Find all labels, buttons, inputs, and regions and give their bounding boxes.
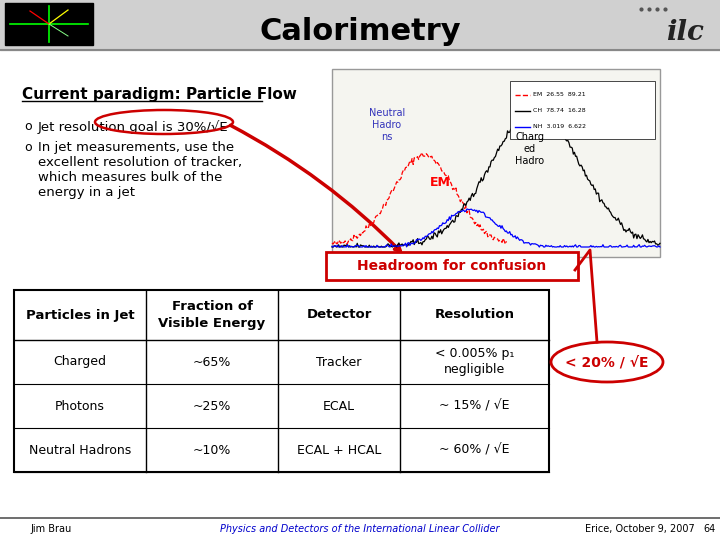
Text: ~10%: ~10%: [193, 443, 231, 456]
Text: Erice, October 9, 2007: Erice, October 9, 2007: [585, 524, 695, 534]
Bar: [14, 290, 549, 472]
Text: Fraction of
Visible Energy: Fraction of Visible Energy: [158, 300, 266, 329]
Text: Neutral
Hadro
ns: Neutral Hadro ns: [369, 109, 405, 141]
Text: Jim Brau: Jim Brau: [30, 524, 71, 534]
Text: ~ 60% / √E: ~ 60% / √E: [439, 443, 510, 456]
Bar: [510, 81, 655, 139]
Text: ~65%: ~65%: [193, 355, 231, 368]
Text: Charg
ed
Hadro: Charg ed Hadro: [516, 132, 544, 166]
Text: energy in a jet: energy in a jet: [38, 186, 135, 199]
Text: In jet measurements, use the: In jet measurements, use the: [38, 141, 234, 154]
Text: which measures bulk of the: which measures bulk of the: [38, 171, 222, 184]
Text: Detector: Detector: [306, 308, 372, 321]
Bar: [0, 0, 720, 50]
Text: excellent resolution of tracker,: excellent resolution of tracker,: [38, 156, 242, 169]
Text: ~25%: ~25%: [193, 400, 231, 413]
Text: ilc: ilc: [666, 19, 704, 46]
Text: Particles in Jet: Particles in Jet: [26, 308, 135, 321]
Text: 64: 64: [703, 524, 715, 534]
Text: ECAL + HCAL: ECAL + HCAL: [297, 443, 381, 456]
Text: Resolution: Resolution: [434, 308, 515, 321]
Text: o: o: [24, 141, 32, 154]
Text: o: o: [24, 120, 32, 133]
Text: ~ 15% / √E: ~ 15% / √E: [439, 400, 510, 413]
FancyBboxPatch shape: [326, 252, 578, 280]
Text: Physics and Detectors of the International Linear Collider: Physics and Detectors of the Internation…: [220, 524, 500, 534]
Text: EM: EM: [430, 176, 451, 188]
Text: ECAL: ECAL: [323, 400, 355, 413]
Text: Jet resolution goal is 30%/√E: Jet resolution goal is 30%/√E: [38, 120, 229, 134]
Text: < 20% / √E: < 20% / √E: [565, 355, 649, 369]
Text: Current paradigm: Particle Flow: Current paradigm: Particle Flow: [22, 86, 297, 102]
Text: Charged: Charged: [53, 355, 107, 368]
Text: negligible: negligible: [444, 363, 505, 376]
Text: Calorimetry: Calorimetry: [259, 17, 461, 46]
Text: < 0.005% p₁: < 0.005% p₁: [435, 348, 514, 361]
Text: Headroom for confusion: Headroom for confusion: [357, 259, 546, 273]
Text: Neutral Hadrons: Neutral Hadrons: [29, 443, 131, 456]
Bar: [5, 3, 93, 45]
Text: NH  3.019  6.622: NH 3.019 6.622: [533, 125, 586, 130]
Text: EM  26.55  89.21: EM 26.55 89.21: [533, 92, 585, 98]
Text: Tracker: Tracker: [316, 355, 361, 368]
Bar: [332, 69, 660, 257]
Text: Photons: Photons: [55, 400, 105, 413]
Text: CH  78.74  16.28: CH 78.74 16.28: [533, 109, 585, 113]
